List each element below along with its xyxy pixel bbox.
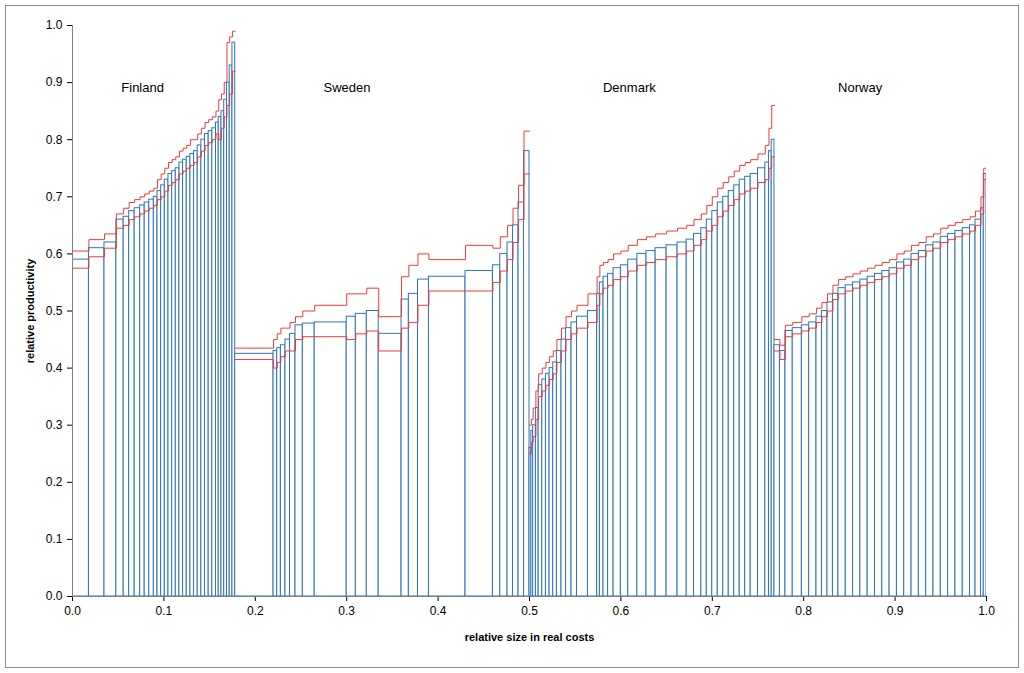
- svg-text:0.5: 0.5: [521, 604, 538, 618]
- svg-text:0.5: 0.5: [46, 304, 63, 318]
- svg-text:0.1: 0.1: [156, 604, 173, 618]
- svg-text:relative productivity: relative productivity: [24, 258, 36, 363]
- svg-text:0.8: 0.8: [795, 604, 812, 618]
- svg-text:0.9: 0.9: [887, 604, 904, 618]
- svg-text:0.1: 0.1: [46, 532, 63, 546]
- svg-text:0.4: 0.4: [46, 361, 63, 375]
- svg-text:0.3: 0.3: [46, 418, 63, 432]
- svg-text:0.3: 0.3: [338, 604, 355, 618]
- svg-text:Finland: Finland: [121, 80, 164, 95]
- svg-text:0.7: 0.7: [46, 190, 63, 204]
- svg-text:relative size in real costs: relative size in real costs: [465, 631, 595, 643]
- svg-text:1.0: 1.0: [46, 18, 63, 32]
- svg-text:0.8: 0.8: [46, 133, 63, 147]
- svg-text:0.0: 0.0: [46, 589, 63, 603]
- svg-text:0.6: 0.6: [46, 247, 63, 261]
- svg-text:0.9: 0.9: [46, 75, 63, 89]
- svg-text:0.4: 0.4: [430, 604, 447, 618]
- svg-text:0.0: 0.0: [64, 604, 81, 618]
- svg-text:1.0: 1.0: [978, 604, 995, 618]
- svg-text:0.6: 0.6: [613, 604, 630, 618]
- svg-text:0.2: 0.2: [247, 604, 264, 618]
- svg-text:0.2: 0.2: [46, 475, 63, 489]
- svg-text:Sweden: Sweden: [323, 80, 370, 95]
- svg-text:0.7: 0.7: [704, 604, 721, 618]
- svg-text:Norway: Norway: [838, 80, 883, 95]
- svg-text:Denmark: Denmark: [603, 80, 656, 95]
